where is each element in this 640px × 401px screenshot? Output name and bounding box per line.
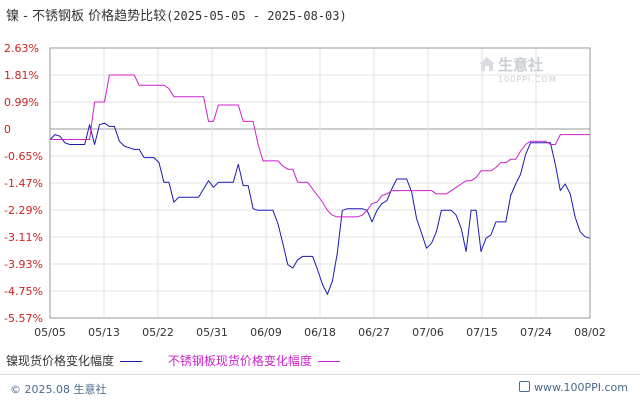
y-tick-label: 0.99% xyxy=(4,96,39,109)
x-tick-label: 07/15 xyxy=(466,326,498,339)
x-tick-label: 05/13 xyxy=(88,326,120,339)
legend-label-stainless: 不锈钢板现货价格变化幅度 xyxy=(167,354,312,368)
footer-site-text: www.100PPI.com xyxy=(534,381,628,394)
x-tick-label: 06/09 xyxy=(250,326,282,339)
x-tick-label: 06/18 xyxy=(304,326,336,339)
chart-lines xyxy=(49,74,591,295)
y-tick-label: 2.63% xyxy=(4,42,39,55)
watermark-logo: 生意社 100PPI.COM xyxy=(478,54,557,84)
y-tick-label: -3.93% xyxy=(4,258,43,271)
chart-grid xyxy=(50,48,590,318)
legend-label-nickel: 镍现货价格变化幅度 xyxy=(6,354,115,368)
legend-swatch-stainless xyxy=(317,361,340,362)
legend-item-nickel: 镍现货价格变化幅度 xyxy=(6,352,143,369)
chart-legend: 镍现货价格变化幅度 不锈钢板现货价格变化幅度 xyxy=(6,352,362,369)
x-tick-label: 07/06 xyxy=(412,326,444,339)
chart-date-range: (2025-05-05 - 2025-08-03) xyxy=(166,9,347,23)
series-line-stainless xyxy=(50,74,590,218)
y-tick-label: -2.29% xyxy=(4,204,43,217)
legend-swatch-nickel xyxy=(120,361,143,362)
chart-svg: 2.63% 1.81% 0.99% 0 -0.65% -1.47% -2.29% -3.11%… xyxy=(4,42,606,339)
y-tick-label: -5.57% xyxy=(4,312,43,325)
y-tick-label: 1.81% xyxy=(4,69,39,82)
y-tick-label: -0.65% xyxy=(4,150,43,163)
house-icon xyxy=(479,57,495,71)
footer-site-link[interactable]: www.100PPI.com xyxy=(519,381,628,394)
y-tick-label: -4.75% xyxy=(4,285,43,298)
x-tick-label: 06/27 xyxy=(358,326,390,339)
footer: © 2025.08 生意社 www.100PPI.com xyxy=(0,374,640,401)
series-line-nickel xyxy=(49,122,591,295)
x-tick-label: 05/05 xyxy=(34,326,66,339)
legend-item-stainless: 不锈钢板现货价格变化幅度 xyxy=(168,352,340,369)
y-tick-label: -1.47% xyxy=(4,177,43,190)
footer-copyright: © 2025.08 生意社 xyxy=(10,383,107,396)
chart-title-text: 镍 - 不锈钢板 价格趋势比较 xyxy=(6,9,167,24)
x-tick-label: 08/02 xyxy=(574,326,606,339)
x-axis-ticks: 05/05 05/13 05/22 05/31 06/09 06/18 06/27 07/06… xyxy=(34,326,606,339)
chart-title: 镍 - 不锈钢板 价格趋势比较(2025-05-05 - 2025-08-03) xyxy=(6,5,347,24)
y-tick-label: -3.11% xyxy=(4,231,43,244)
home-icon xyxy=(519,381,531,392)
x-tick-label: 05/31 xyxy=(196,326,228,339)
y-tick-label: 0 xyxy=(4,123,11,136)
y-axis-ticks: 2.63% 1.81% 0.99% 0 -0.65% -1.47% -2.29% -3.11%… xyxy=(4,42,43,325)
watermark-brand: 生意社 xyxy=(498,56,544,74)
watermark-site: 100PPI.COM xyxy=(498,75,557,84)
plot-border xyxy=(49,47,591,319)
x-tick-label: 05/22 xyxy=(142,326,174,339)
x-tick-label: 07/24 xyxy=(520,326,552,339)
